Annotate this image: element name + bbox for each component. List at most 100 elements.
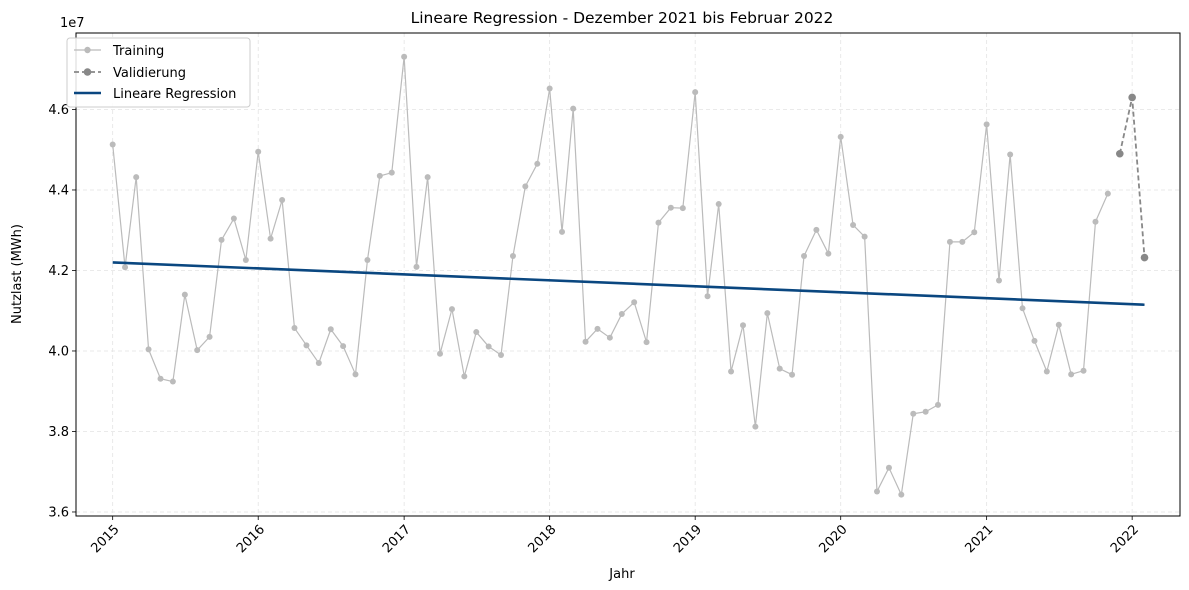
data-point-training <box>971 229 978 236</box>
data-point-training <box>1080 367 1087 374</box>
data-point-training <box>109 141 116 148</box>
data-point-training <box>401 53 408 60</box>
data-point-training <box>388 169 395 176</box>
data-point-training <box>594 325 601 332</box>
data-point-training <box>376 172 383 179</box>
data-point-validierung <box>1140 253 1149 262</box>
data-point-training <box>448 306 455 313</box>
data-point-training <box>740 322 747 329</box>
data-point-training <box>303 342 310 349</box>
data-point-training <box>631 299 638 306</box>
data-point-training <box>485 343 492 350</box>
data-point-training <box>1068 371 1075 378</box>
data-point-training <box>181 291 188 298</box>
data-point-training <box>1043 368 1050 375</box>
data-point-training <box>315 360 322 367</box>
data-point-training <box>764 310 771 317</box>
data-point-training <box>291 325 298 332</box>
data-point-training <box>242 257 249 264</box>
y-tick-label: 4.6 <box>48 103 69 118</box>
data-point-training <box>279 197 286 204</box>
y-tick-label: 3.6 <box>48 505 69 520</box>
data-point-training <box>825 250 832 257</box>
data-point-training <box>850 221 857 228</box>
data-point-training <box>413 263 420 270</box>
data-point-training <box>692 89 699 96</box>
data-point-training <box>546 85 553 92</box>
data-point-training <box>813 226 820 233</box>
data-point-validierung <box>1128 93 1136 102</box>
data-point-training <box>570 105 577 112</box>
data-point-training <box>424 174 431 181</box>
data-point-training <box>752 423 759 430</box>
y-axis-label: Nutzlast (MWh) <box>10 224 25 324</box>
data-point-training <box>473 329 480 336</box>
data-point-training <box>1092 218 1099 225</box>
data-point-training <box>801 252 808 259</box>
data-point-training <box>618 310 625 317</box>
legend-box <box>66 37 251 108</box>
plot-frame <box>75 32 1181 517</box>
data-point-training <box>789 371 796 378</box>
data-point-training <box>194 347 201 354</box>
legend-marker-training <box>84 46 91 54</box>
data-point-validierung <box>1116 149 1124 158</box>
data-point-training <box>837 133 844 140</box>
data-point-training <box>1007 151 1014 158</box>
data-point-training <box>679 205 686 212</box>
chart-title: Lineare Regression - Dezember 2021 bis F… <box>411 9 834 27</box>
data-point-training <box>898 491 905 498</box>
data-point-training <box>959 238 966 245</box>
data-point-training <box>728 368 735 375</box>
data-point-training <box>582 338 589 345</box>
data-point-training <box>327 326 334 333</box>
data-point-training <box>606 334 613 341</box>
data-point-training <box>437 350 444 357</box>
data-point-training <box>559 228 566 235</box>
data-point-training <box>267 235 274 242</box>
data-point-training <box>122 264 129 271</box>
legend-label-validierung: Validierung <box>113 66 186 81</box>
data-point-training <box>509 252 516 259</box>
data-point-training <box>983 121 990 128</box>
data-point-training <box>133 174 140 181</box>
data-point-training <box>534 160 541 167</box>
y-offset-label: 1e7 <box>60 16 85 31</box>
legend-marker-validierung <box>83 68 92 76</box>
data-point-training <box>206 333 213 340</box>
series-line-lineare-regression <box>112 261 1145 306</box>
y-tick-label: 3.8 <box>48 425 69 440</box>
legend-label-training: Training <box>112 44 164 59</box>
data-point-training <box>352 371 359 378</box>
data-point-training <box>667 204 674 211</box>
data-point-training <box>498 352 505 358</box>
data-point-training <box>715 201 722 208</box>
data-point-training <box>995 277 1002 284</box>
data-point-training <box>922 408 929 415</box>
data-point-training <box>861 233 868 240</box>
data-point-training <box>364 257 371 264</box>
data-point-training <box>218 236 225 243</box>
series-layer <box>109 53 1149 498</box>
grid <box>76 33 1180 516</box>
data-point-training <box>1031 337 1038 344</box>
data-point-training <box>946 238 953 245</box>
data-point-training <box>169 378 176 385</box>
y-tick-label: 4.4 <box>48 183 69 198</box>
data-point-training <box>704 293 711 300</box>
data-point-training <box>1104 190 1111 197</box>
data-point-training <box>643 339 650 346</box>
data-point-training <box>157 375 164 382</box>
data-point-training <box>1019 305 1026 312</box>
legend-label-regression: Lineare Regression <box>113 87 236 102</box>
data-point-training <box>1055 321 1062 328</box>
data-point-training <box>230 215 237 222</box>
y-tick-label: 4.0 <box>48 344 69 359</box>
x-axis-label: Jahr <box>608 567 635 582</box>
data-point-training <box>340 343 347 350</box>
data-point-training <box>461 373 468 380</box>
y-tick-label: 4.2 <box>48 264 69 279</box>
data-point-training <box>776 365 783 372</box>
data-point-training <box>885 464 892 471</box>
